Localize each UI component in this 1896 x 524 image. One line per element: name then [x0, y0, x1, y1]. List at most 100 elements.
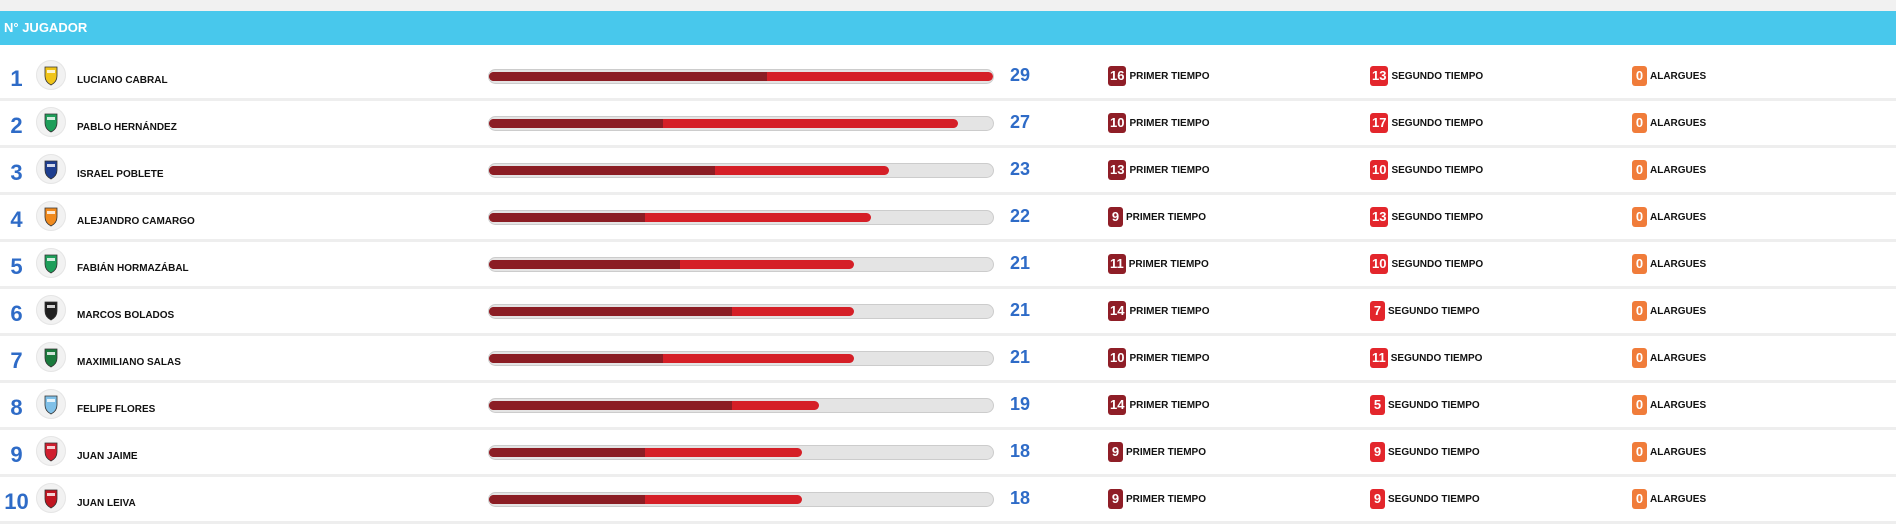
first-half-badge: 10 — [1108, 348, 1127, 368]
extra-time-label: ALARGUES — [1650, 446, 1707, 458]
player-name[interactable]: PABLO HERNÁNDEZ — [77, 122, 177, 133]
extra-time-stat: 0 ALARGUES — [1632, 207, 1706, 227]
list-item[interactable]: 3 ISRAEL POBLETE 23 13 PRIMER TIEMPO 10 SE… — [0, 148, 1896, 195]
o-higgins-badge-icon — [36, 107, 66, 137]
second-half-stat: 7 SEGUNDO TIEMPO — [1370, 301, 1480, 321]
total-goals: 21 — [1010, 253, 1031, 273]
second-half-stat: 10 SEGUNDO TIEMPO — [1370, 254, 1483, 274]
first-half-stat: 9 PRIMER TIEMPO — [1108, 207, 1206, 227]
goals-bar-fill — [489, 260, 854, 269]
total-goals: 21 — [1010, 347, 1031, 367]
second-half-stat: 9 SEGUNDO TIEMPO — [1370, 442, 1480, 462]
rank-number: 7 — [10, 348, 23, 373]
player-name[interactable]: FELIPE FLORES — [77, 404, 156, 415]
second-half-badge: 10 — [1370, 160, 1389, 180]
rank-number: 9 — [10, 442, 23, 467]
first-half-badge: 9 — [1108, 207, 1123, 227]
palestino-badge-icon — [36, 342, 66, 372]
extra-time-label: ALARGUES — [1650, 164, 1707, 176]
first-half-badge: 14 — [1108, 301, 1127, 321]
goals-bar-fill — [489, 119, 959, 128]
player-name[interactable]: LUCIANO CABRAL — [77, 75, 168, 86]
first-half-badge: 9 — [1108, 489, 1123, 509]
first-half-stat: 14 PRIMER TIEMPO — [1108, 395, 1209, 415]
list-item[interactable]: 7 MAXIMILIANO SALAS 21 10 PRIMER TIEMPO 1… — [0, 336, 1896, 383]
first-half-fill — [489, 72, 768, 81]
goals-bar-fill — [489, 401, 820, 410]
goals-bar — [488, 398, 994, 413]
extra-time-label: ALARGUES — [1650, 211, 1707, 223]
total-goals: 18 — [1010, 441, 1031, 461]
second-half-badge: 7 — [1370, 301, 1385, 321]
first-half-label: PRIMER TIEMPO — [1126, 446, 1207, 458]
player-name[interactable]: JUAN JAIME — [77, 451, 138, 462]
second-half-badge: 17 — [1370, 113, 1389, 133]
total-goals: 18 — [1010, 488, 1031, 508]
player-name[interactable]: ISRAEL POBLETE — [77, 169, 164, 180]
second-half-label: SEGUNDO TIEMPO — [1391, 164, 1484, 176]
rank-number: 6 — [10, 301, 23, 326]
rank-number: 8 — [10, 395, 23, 420]
rank-number: 3 — [10, 160, 23, 185]
player-name[interactable]: FABIÁN HORMAZÁBAL — [77, 263, 189, 274]
player-name[interactable]: JUAN LEIVA — [77, 498, 136, 509]
list-item[interactable]: 5 FABIÁN HORMAZÁBAL 21 11 PRIMER TIEMPO 1… — [0, 242, 1896, 289]
rank-number: 10 — [4, 489, 29, 514]
list-item[interactable]: 2 PABLO HERNÁNDEZ 27 10 PRIMER TIEMPO 17 S… — [0, 101, 1896, 148]
first-half-stat: 14 PRIMER TIEMPO — [1108, 301, 1209, 321]
goals-bar-fill — [489, 213, 872, 222]
top-strip — [0, 0, 1896, 11]
extra-time-label: ALARGUES — [1650, 117, 1707, 129]
extra-time-label: ALARGUES — [1650, 352, 1707, 364]
first-half-fill — [489, 401, 733, 410]
first-half-fill — [489, 448, 646, 457]
cobreloa-badge-icon — [36, 201, 66, 231]
extra-time-label: ALARGUES — [1650, 258, 1707, 270]
first-half-label: PRIMER TIEMPO — [1129, 305, 1210, 317]
colo-colo-badge-icon — [36, 295, 66, 325]
player-name[interactable]: MAXIMILIANO SALAS — [77, 357, 181, 368]
first-half-label: PRIMER TIEMPO — [1129, 399, 1210, 411]
coquimbo-badge-icon — [36, 60, 66, 90]
extra-time-stat: 0 ALARGUES — [1632, 113, 1706, 133]
o-higgins-badge-icon — [36, 248, 66, 278]
second-half-label: SEGUNDO TIEMPO — [1388, 305, 1480, 317]
second-half-stat: 17 SEGUNDO TIEMPO — [1370, 113, 1483, 133]
player-name[interactable]: MARCOS BOLADOS — [77, 310, 175, 321]
first-half-stat: 10 PRIMER TIEMPO — [1108, 348, 1209, 368]
first-half-stat: 16 PRIMER TIEMPO — [1108, 66, 1209, 86]
extra-time-badge: 0 — [1632, 254, 1647, 274]
first-half-label: PRIMER TIEMPO — [1128, 258, 1209, 270]
extra-time-label: ALARGUES — [1650, 305, 1707, 317]
second-half-label: SEGUNDO TIEMPO — [1388, 399, 1480, 411]
list-item[interactable]: 10 JUAN LEIVA 18 9 PRIMER TIEMPO 9 SEGUNDO… — [0, 477, 1896, 524]
second-half-label: SEGUNDO TIEMPO — [1388, 446, 1480, 458]
curico-badge-icon — [36, 436, 66, 466]
header-title: N° JUGADOR — [4, 20, 88, 35]
goals-bar — [488, 69, 994, 84]
list-item[interactable]: 9 JUAN JAIME 18 9 PRIMER TIEMPO 9 SEGUNDO … — [0, 430, 1896, 477]
first-half-stat: 13 PRIMER TIEMPO — [1108, 160, 1209, 180]
list-item[interactable]: 6 MARCOS BOLADOS 21 14 PRIMER TIEMPO 7 SEG… — [0, 289, 1896, 336]
second-half-stat: 13 SEGUNDO TIEMPO — [1370, 66, 1483, 86]
second-half-label: SEGUNDO TIEMPO — [1391, 117, 1484, 129]
first-half-badge: 16 — [1108, 66, 1127, 86]
second-half-label: SEGUNDO TIEMPO — [1391, 258, 1484, 270]
player-name[interactable]: ALEJANDRO CAMARGO — [77, 216, 195, 227]
second-half-badge: 11 — [1370, 348, 1388, 368]
rank-number: 1 — [10, 66, 23, 91]
first-half-label: PRIMER TIEMPO — [1129, 352, 1210, 364]
second-half-badge: 9 — [1370, 442, 1385, 462]
list-item[interactable]: 8 FELIPE FLORES 19 14 PRIMER TIEMPO 5 SEGU… — [0, 383, 1896, 430]
goals-bar — [488, 351, 994, 366]
list-item[interactable]: 4 ALEJANDRO CAMARGO 22 9 PRIMER TIEMPO 13… — [0, 195, 1896, 242]
first-half-fill — [489, 354, 663, 363]
second-half-label: SEGUNDO TIEMPO — [1388, 493, 1480, 505]
extra-time-stat: 0 ALARGUES — [1632, 489, 1706, 509]
list-item[interactable]: 1 LUCIANO CABRAL 29 16 PRIMER TIEMPO 13 SE… — [0, 54, 1896, 101]
extra-time-badge: 0 — [1632, 442, 1647, 462]
extra-time-stat: 0 ALARGUES — [1632, 395, 1706, 415]
rank-number: 4 — [10, 207, 23, 232]
first-half-label: PRIMER TIEMPO — [1129, 117, 1210, 129]
audax-badge-icon — [36, 389, 66, 419]
